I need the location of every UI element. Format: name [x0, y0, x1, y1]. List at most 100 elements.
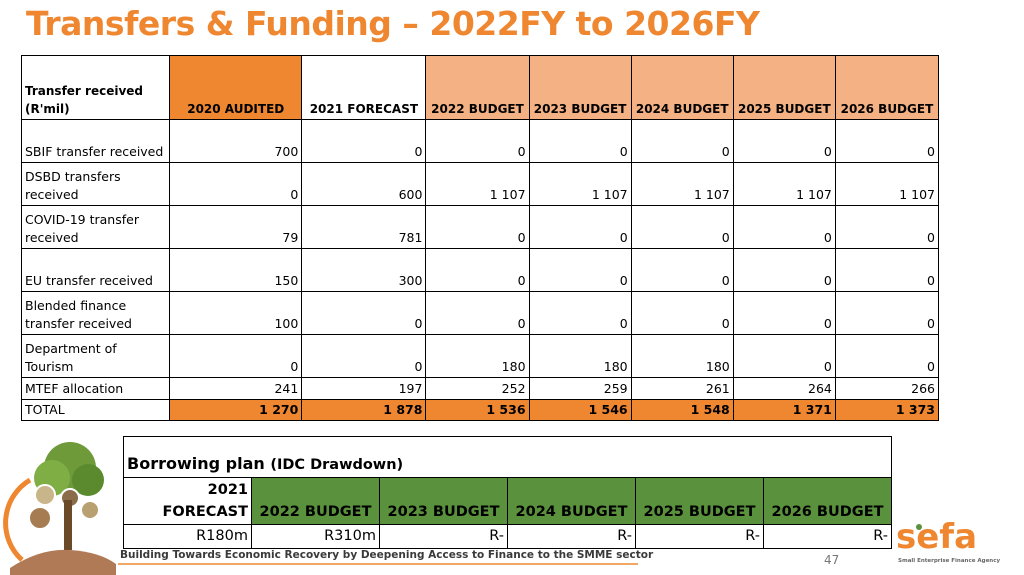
value-cell: 261	[630, 377, 734, 400]
total-cell: 1 546	[528, 399, 632, 421]
value-cell: 0	[732, 248, 836, 292]
borrowing-header-2024: 2024 BUDGET	[507, 477, 636, 525]
value-cell: 0	[630, 291, 734, 335]
value-cell: 259	[528, 377, 632, 400]
borrowing-value: R180m	[123, 524, 252, 549]
transfers-table: Transfer received (R'mil) 2020 AUDITED 2…	[20, 55, 940, 421]
row-label: Department of Tourism	[20, 334, 171, 378]
value-cell: 0	[425, 291, 530, 335]
borrowing-header-row: 2021 FORECAST 2022 BUDGET 2023 BUDGET 20…	[123, 477, 893, 525]
borrowing-values-row: R180m R310m R- R- R- R-	[123, 524, 893, 549]
table-row: Blended finance transfer received 100 0 0 0 0…	[20, 291, 940, 335]
value-cell: 1 107	[630, 162, 734, 206]
value-cell: 1 107	[528, 162, 632, 206]
page-title: Transfers & Funding – 2022FY to 2026FY	[26, 4, 760, 43]
borrowing-title-row: Borrowing plan (IDC Drawdown)	[122, 436, 893, 478]
row-label: MTEF allocation	[20, 377, 171, 400]
borrowing-table: Borrowing plan (IDC Drawdown) 2021 FOREC…	[122, 436, 893, 549]
header-col-2026: 2026 BUDGET	[834, 55, 940, 120]
borrowing-header-2021: 2021 FORECAST	[123, 477, 252, 525]
value-cell: 180	[528, 334, 632, 378]
tree-in-hand-illustration	[3, 442, 116, 575]
logo-wordmark: sefa	[896, 517, 977, 557]
borrowing-title-cell: Borrowing plan (IDC Drawdown)	[122, 436, 893, 478]
row-label: Blended finance transfer received	[20, 291, 171, 335]
value-cell: 241	[169, 377, 303, 400]
value-cell: 264	[732, 377, 836, 400]
value-cell: 0	[169, 334, 303, 378]
value-cell: 0	[425, 119, 530, 163]
borrowing-subtitle: (IDC Drawdown)	[270, 457, 404, 473]
borrowing-title: Borrowing plan	[127, 454, 265, 473]
total-cell: 1 548	[630, 399, 734, 421]
page-number: 47	[824, 553, 840, 567]
borrowing-value: R-	[635, 524, 764, 549]
header-col-2025: 2025 BUDGET	[732, 55, 836, 120]
value-cell: 0	[301, 119, 427, 163]
value-cell: 1 107	[732, 162, 836, 206]
forecast-year: 2021	[207, 482, 248, 498]
borrowing-header-2022: 2022 BUDGET	[251, 477, 380, 525]
value-cell: 0	[301, 291, 427, 335]
header-col-2022: 2022 BUDGET	[425, 55, 530, 120]
row-label: COVID-19 transfer received	[20, 205, 171, 249]
forecast-word: FORECAST	[162, 504, 249, 520]
value-cell: 150	[169, 248, 303, 292]
value-cell: 1 107	[834, 162, 940, 206]
borrowing-header-2025: 2025 BUDGET	[635, 477, 764, 525]
value-cell: 700	[169, 119, 303, 163]
value-cell: 79	[169, 205, 303, 249]
table-header-row: Transfer received (R'mil) 2020 AUDITED 2…	[20, 55, 940, 120]
value-cell: 266	[834, 377, 940, 400]
value-cell: 0	[732, 119, 836, 163]
value-cell: 0	[301, 334, 427, 378]
row-label: DSBD transfers received	[20, 162, 171, 206]
value-cell: 0	[630, 248, 734, 292]
value-cell: 1 107	[425, 162, 530, 206]
value-cell: 0	[732, 205, 836, 249]
value-cell: 300	[301, 248, 427, 292]
header-col-2024: 2024 BUDGET	[630, 55, 734, 120]
header-col-2020: 2020 AUDITED	[169, 55, 303, 120]
value-cell: 0	[834, 291, 940, 335]
logo-tagline: Small Enterprise Finance Agency	[898, 558, 1000, 564]
total-row: TOTAL 1 270 1 878 1 536 1 546 1 548 1 37…	[20, 399, 940, 421]
row-label: SBIF transfer received	[20, 119, 171, 163]
logo-dot	[916, 524, 922, 530]
orange-arc	[3, 477, 32, 562]
total-label: TOTAL	[20, 399, 171, 421]
table-row: EU transfer received 150 300 0 0 0 0 0	[20, 248, 940, 292]
value-cell: 781	[301, 205, 427, 249]
header-transfer-label: Transfer received (R'mil)	[20, 55, 171, 120]
tree-canopy	[72, 464, 104, 496]
value-cell: 0	[834, 248, 940, 292]
borrowing-value: R-	[507, 524, 636, 549]
borrowing-header-2026: 2026 BUDGET	[762, 477, 893, 525]
header-col-2023: 2023 BUDGET	[528, 55, 632, 120]
header-col-2021: 2021 FORECAST	[301, 55, 427, 120]
borrowing-value: R-	[379, 524, 508, 549]
photo-bubble	[34, 484, 56, 506]
value-cell: 0	[425, 205, 530, 249]
row-label: EU transfer received	[20, 248, 171, 292]
value-cell: 0	[732, 334, 836, 378]
tree-trunk	[64, 500, 72, 550]
table-row: MTEF allocation 241 197 252 259 261 264 266	[20, 377, 940, 400]
value-cell: 0	[425, 248, 530, 292]
table-row: Department of Tourism 0 0 180 180 180 0 0	[20, 334, 940, 378]
value-cell: 0	[834, 334, 940, 378]
sefa-logo: sefa Small Enterprise Finance Agency	[896, 517, 1000, 564]
photo-bubble	[28, 506, 52, 530]
footer-bar	[118, 549, 638, 565]
value-cell: 600	[301, 162, 427, 206]
value-cell: 0	[630, 119, 734, 163]
total-cell: 1 536	[425, 399, 530, 421]
value-cell: 252	[425, 377, 530, 400]
total-cell: 1 878	[301, 399, 427, 421]
value-cell: 0	[528, 119, 632, 163]
value-cell: 0	[528, 291, 632, 335]
value-cell: 100	[169, 291, 303, 335]
hand	[10, 549, 116, 575]
total-cell: 1 371	[732, 399, 836, 421]
table-row: DSBD transfers received 0 600 1 107 1 107 1 1…	[20, 162, 940, 206]
